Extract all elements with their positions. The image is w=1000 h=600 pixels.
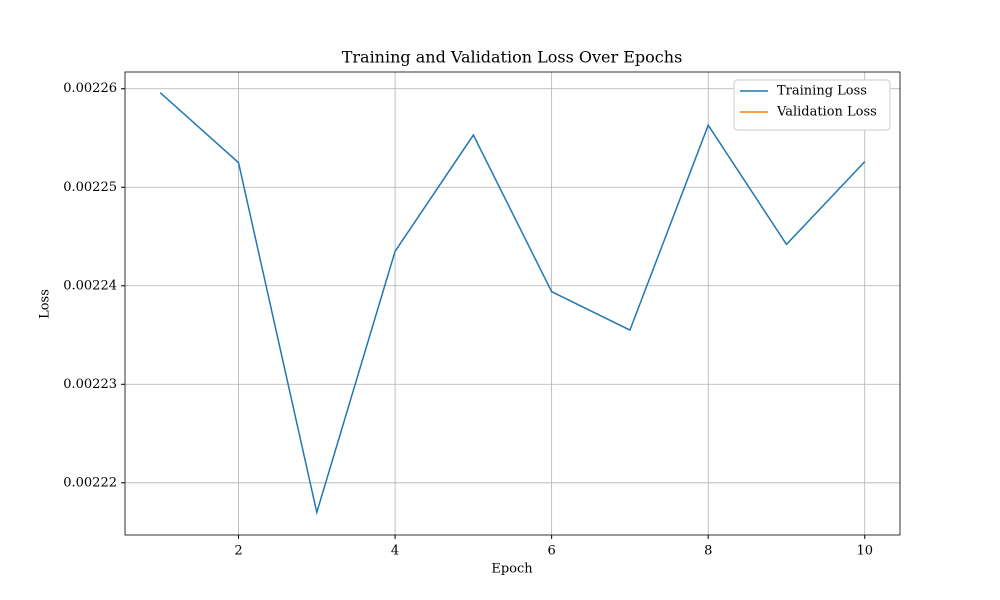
x-tick-label: 4	[391, 544, 399, 559]
y-axis-label: Loss	[38, 289, 53, 319]
x-axis-label: Epoch	[491, 562, 533, 577]
y-tick-label: 0.00223	[63, 377, 117, 392]
x-tick-label: 8	[704, 544, 712, 559]
chart-title: Training and Validation Loss Over Epochs	[342, 48, 683, 67]
legend-box	[733, 79, 891, 131]
x-tick-label: 2	[234, 544, 242, 559]
x-tick-label: 6	[548, 544, 556, 559]
x-tick-label: 10	[856, 544, 873, 559]
y-tick-label: 0.00222	[63, 475, 117, 490]
legend-label: Validation Loss	[776, 105, 877, 120]
y-tick-label: 0.00224	[63, 278, 117, 293]
line	[159, 92, 866, 516]
legend-label: Training Loss	[777, 84, 867, 99]
y-tick-label: 0.00226	[63, 81, 117, 96]
y-tick-label: 0.00225	[63, 180, 117, 195]
plot-frame	[124, 71, 901, 536]
